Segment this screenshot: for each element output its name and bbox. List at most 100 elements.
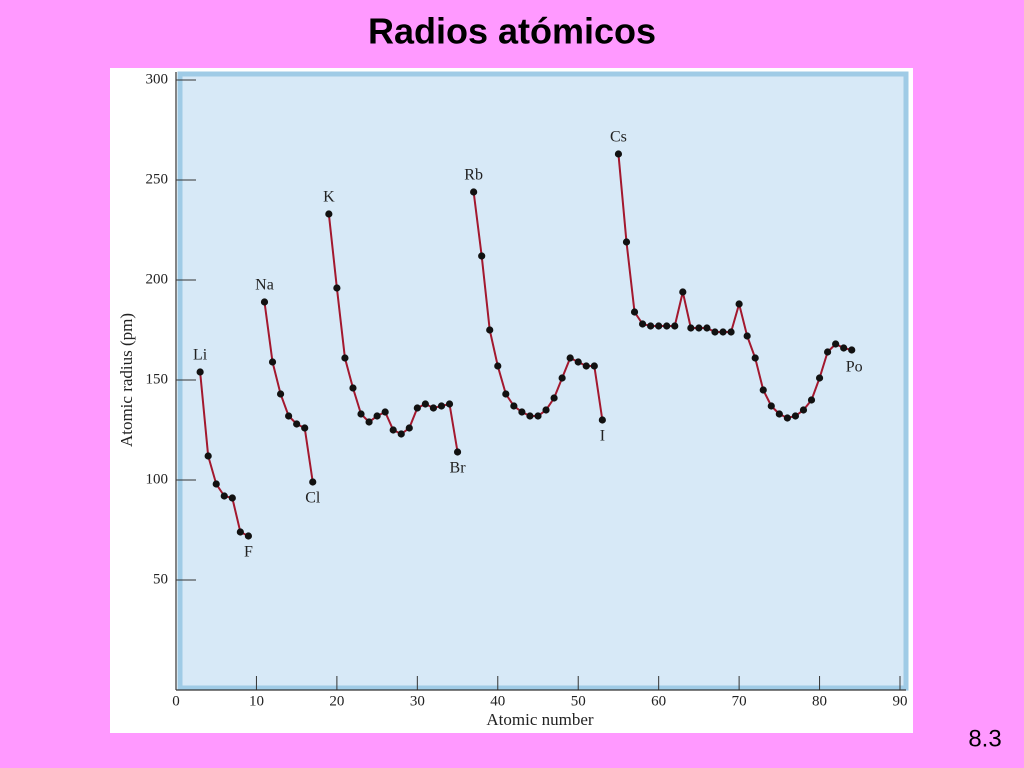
y-tick-label: 100 [146, 471, 169, 487]
data-point [542, 406, 550, 414]
element-label: Li [193, 347, 208, 364]
data-point [309, 478, 317, 486]
data-point [276, 390, 285, 398]
data-point [647, 322, 655, 330]
data-point [574, 358, 582, 366]
data-point [212, 480, 220, 488]
element-label: Cs [610, 129, 627, 146]
x-tick-label: 80 [812, 693, 827, 709]
data-point [228, 494, 236, 502]
data-point [791, 412, 800, 420]
element-label: Rb [464, 167, 483, 184]
x-tick-label: 20 [329, 693, 344, 709]
data-point [405, 424, 413, 432]
x-tick-label: 90 [893, 693, 908, 709]
data-point [453, 448, 462, 456]
x-tick-label: 10 [249, 693, 264, 709]
data-point [429, 404, 438, 412]
data-point [236, 528, 244, 536]
data-point [341, 354, 349, 362]
y-tick-label: 250 [146, 171, 169, 187]
data-point [333, 284, 341, 292]
y-tick-label: 50 [153, 571, 168, 587]
data-point [486, 326, 494, 334]
x-tick-label: 0 [172, 693, 180, 709]
data-point [679, 288, 687, 296]
data-point [655, 322, 663, 330]
data-point [711, 328, 719, 336]
slide-title: Radios atómicos [368, 11, 656, 52]
element-label: Po [846, 359, 863, 376]
y-tick-label: 300 [146, 71, 169, 87]
element-label: F [244, 544, 253, 561]
y-tick-label: 200 [146, 271, 169, 287]
data-point [260, 298, 269, 306]
data-point [437, 402, 446, 410]
x-tick-label: 30 [410, 693, 425, 709]
data-point [244, 532, 252, 540]
data-point [703, 324, 711, 332]
data-point [719, 328, 727, 336]
element-label: I [600, 428, 605, 445]
data-point [478, 252, 486, 260]
data-point [325, 210, 333, 218]
data-point [196, 368, 204, 376]
x-tick-label: 40 [490, 693, 505, 709]
data-point [526, 412, 534, 420]
data-point [413, 404, 421, 412]
data-point [598, 416, 606, 424]
data-point [582, 362, 590, 370]
data-point [204, 452, 212, 460]
element-label: Cl [305, 490, 321, 507]
element-label: K [323, 189, 335, 206]
data-point [389, 426, 397, 434]
y-tick-label: 150 [146, 371, 169, 387]
x-axis-label: Atomic number [486, 710, 594, 729]
element-label: Na [255, 277, 274, 294]
data-point [727, 328, 735, 336]
data-point [285, 412, 293, 420]
data-point [397, 430, 405, 438]
element-label: Br [450, 460, 467, 477]
data-point [832, 340, 840, 348]
data-point [614, 150, 623, 158]
data-point [783, 414, 791, 422]
data-point [502, 390, 510, 398]
data-point [590, 362, 598, 370]
data-point [357, 410, 365, 418]
data-point [373, 412, 381, 420]
data-point [470, 188, 478, 196]
data-point [815, 374, 824, 382]
data-point [365, 418, 373, 426]
data-point [775, 410, 783, 418]
data-point [622, 238, 631, 246]
data-point [534, 412, 542, 420]
data-point [751, 354, 759, 362]
data-point [510, 402, 518, 410]
data-point [518, 408, 526, 416]
data-point [671, 322, 679, 330]
x-tick-label: 70 [732, 693, 747, 709]
data-point [550, 394, 558, 402]
x-tick-label: 50 [571, 693, 586, 709]
data-point [381, 408, 389, 416]
data-point [494, 362, 502, 370]
data-point [735, 300, 743, 308]
data-point [759, 386, 767, 394]
data-point [566, 354, 574, 362]
data-point [558, 374, 566, 382]
y-axis-label: Atomic radius (pm) [117, 313, 136, 447]
data-point [445, 400, 454, 408]
data-point [824, 348, 832, 356]
data-point [840, 344, 848, 352]
x-tick-label: 60 [651, 693, 666, 709]
page-number: 8.3 [968, 725, 1001, 752]
data-point [663, 322, 671, 330]
data-point [743, 332, 751, 340]
data-point [301, 424, 309, 432]
data-point [807, 396, 816, 404]
data-point [638, 320, 647, 328]
data-point [630, 308, 639, 316]
